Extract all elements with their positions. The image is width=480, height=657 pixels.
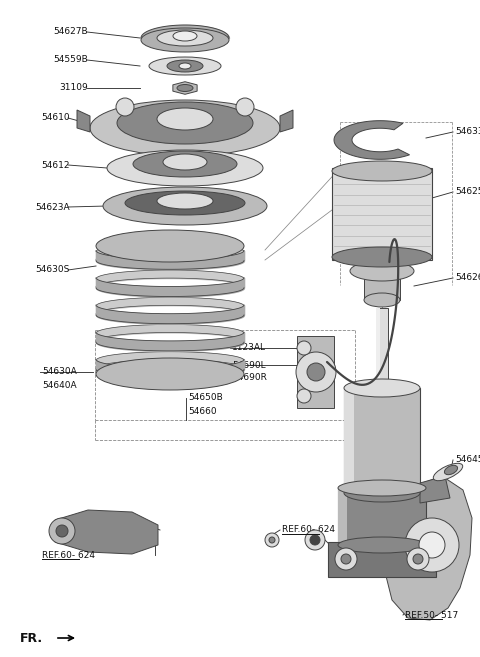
Ellipse shape bbox=[344, 484, 420, 502]
Circle shape bbox=[419, 532, 445, 558]
Ellipse shape bbox=[163, 154, 207, 170]
Ellipse shape bbox=[157, 193, 213, 209]
Circle shape bbox=[116, 98, 134, 116]
Text: 54690R: 54690R bbox=[232, 373, 267, 382]
Text: FR.: FR. bbox=[20, 631, 43, 645]
Bar bbox=[338, 488, 347, 545]
Text: 54640A: 54640A bbox=[42, 380, 77, 390]
Text: 54633: 54633 bbox=[455, 127, 480, 137]
Polygon shape bbox=[334, 121, 409, 159]
Bar bbox=[344, 388, 354, 493]
Ellipse shape bbox=[157, 30, 213, 46]
Bar bbox=[376, 308, 380, 390]
Bar bbox=[364, 271, 400, 300]
Ellipse shape bbox=[90, 100, 280, 156]
Ellipse shape bbox=[103, 187, 267, 225]
Ellipse shape bbox=[332, 161, 432, 181]
Ellipse shape bbox=[433, 463, 463, 481]
Polygon shape bbox=[297, 336, 334, 408]
Ellipse shape bbox=[107, 150, 263, 186]
Circle shape bbox=[307, 363, 325, 381]
Ellipse shape bbox=[125, 191, 245, 215]
Bar bbox=[338, 488, 426, 545]
Ellipse shape bbox=[350, 261, 414, 281]
Polygon shape bbox=[420, 476, 450, 503]
Ellipse shape bbox=[177, 85, 193, 91]
Ellipse shape bbox=[444, 465, 457, 474]
Circle shape bbox=[297, 389, 311, 403]
Circle shape bbox=[297, 341, 311, 355]
Bar bbox=[376, 308, 388, 390]
Circle shape bbox=[407, 548, 429, 570]
Ellipse shape bbox=[141, 28, 229, 52]
Ellipse shape bbox=[96, 230, 244, 262]
Bar bbox=[344, 388, 420, 493]
Ellipse shape bbox=[133, 151, 237, 177]
Ellipse shape bbox=[149, 57, 221, 75]
Circle shape bbox=[56, 525, 68, 537]
Ellipse shape bbox=[332, 247, 432, 267]
Text: 54630A: 54630A bbox=[42, 367, 77, 376]
Text: 54660: 54660 bbox=[188, 407, 216, 415]
Polygon shape bbox=[385, 476, 472, 620]
Polygon shape bbox=[173, 81, 197, 95]
Text: 54650B: 54650B bbox=[188, 394, 223, 403]
Text: 54559B: 54559B bbox=[53, 55, 88, 64]
Circle shape bbox=[296, 352, 336, 392]
Polygon shape bbox=[55, 510, 158, 554]
Circle shape bbox=[405, 518, 459, 572]
Bar bbox=[328, 542, 436, 577]
Text: 54630S: 54630S bbox=[36, 265, 70, 275]
Circle shape bbox=[310, 535, 320, 545]
Circle shape bbox=[335, 548, 357, 570]
Circle shape bbox=[305, 530, 325, 550]
Polygon shape bbox=[280, 110, 293, 132]
Text: 54627B: 54627B bbox=[53, 28, 88, 37]
Ellipse shape bbox=[338, 537, 426, 553]
Ellipse shape bbox=[167, 60, 203, 72]
Text: REF.60- 624: REF.60- 624 bbox=[42, 551, 95, 560]
Circle shape bbox=[236, 98, 254, 116]
Circle shape bbox=[269, 537, 275, 543]
Ellipse shape bbox=[117, 102, 253, 144]
Text: REF.50- 517: REF.50- 517 bbox=[405, 610, 458, 620]
Ellipse shape bbox=[364, 293, 400, 307]
Circle shape bbox=[49, 518, 75, 544]
Text: 31109: 31109 bbox=[59, 83, 88, 93]
Text: 1338CA: 1338CA bbox=[330, 545, 365, 555]
Text: 54612: 54612 bbox=[41, 160, 70, 170]
Circle shape bbox=[265, 533, 279, 547]
Ellipse shape bbox=[157, 108, 213, 130]
Text: 54690L: 54690L bbox=[232, 361, 265, 369]
Polygon shape bbox=[77, 110, 90, 132]
Text: 54645: 54645 bbox=[455, 455, 480, 464]
Text: 54623A: 54623A bbox=[36, 202, 70, 212]
Ellipse shape bbox=[179, 63, 191, 69]
Bar bbox=[332, 168, 432, 260]
Ellipse shape bbox=[173, 31, 197, 41]
Text: 1123AL: 1123AL bbox=[232, 344, 266, 353]
Text: REF.60- 624: REF.60- 624 bbox=[282, 526, 335, 535]
Circle shape bbox=[341, 554, 351, 564]
Ellipse shape bbox=[96, 358, 244, 390]
Text: 54610: 54610 bbox=[41, 114, 70, 122]
Ellipse shape bbox=[344, 379, 420, 397]
Text: 54625B: 54625B bbox=[455, 187, 480, 196]
Circle shape bbox=[413, 554, 423, 564]
Ellipse shape bbox=[338, 480, 426, 496]
Text: 54626: 54626 bbox=[455, 273, 480, 283]
